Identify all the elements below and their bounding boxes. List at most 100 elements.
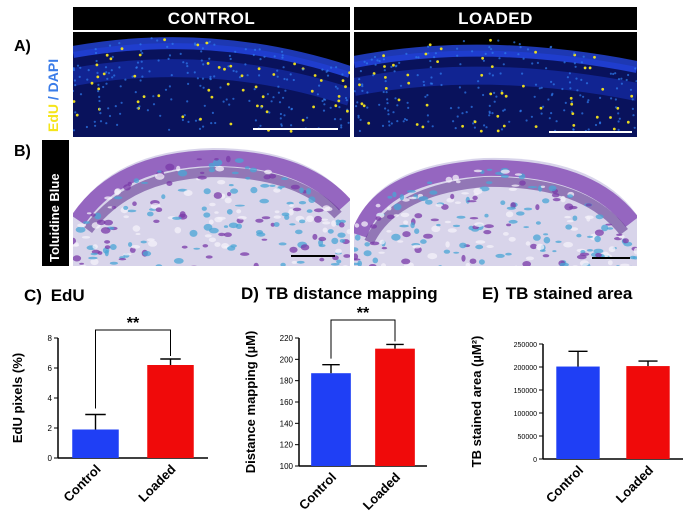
tissue-cell [109,244,117,250]
dapi-nucleus [534,83,538,86]
row-a-stain-label: EdU / DAPI [45,59,61,132]
chart-e-panel-label: E) [482,284,499,303]
x-tick-label: Loaded [360,469,403,512]
bracket-line [95,329,171,409]
tissue-cell [205,255,213,259]
significance-bracket: ** [95,315,171,409]
edu-nucleus [142,95,146,98]
dapi-nucleus [290,108,293,111]
edu-nucleus [384,87,388,90]
tissue-cell [622,238,629,244]
tissue-cell [503,232,509,236]
tissue-cell [436,223,441,227]
edu-nucleus [502,124,506,128]
dapi-nucleus [270,100,273,103]
dapi-nucleus [98,95,101,98]
dapi-nucleus [405,118,408,122]
tb-control-image [73,148,350,266]
tissue-cell [90,252,98,256]
edu-nucleus [289,129,293,133]
dapi-nucleus [185,62,188,65]
dapi-nucleus [392,111,395,114]
dapi-nucleus [581,112,584,115]
tissue-cell [260,183,270,188]
tissue-cell [500,169,510,174]
dapi-nucleus [617,78,621,81]
tissue-cell [322,205,331,211]
row-b-stain-label: Toluidine Blue [47,173,62,262]
dapi-nucleus [550,94,553,97]
dapi-nucleus [617,120,620,123]
dapi-nucleus [356,101,359,104]
tissue-cell [530,243,538,250]
tissue-cell [114,188,122,195]
dapi-nucleus [136,107,139,110]
dapi-nucleus [106,77,109,80]
dapi-nucleus [113,74,116,77]
dapi-nucleus [228,54,231,57]
dapi-nucleus [186,100,189,103]
dapi-nucleus [306,116,309,119]
dapi-nucleus [426,114,429,117]
dapi-nucleus [279,112,282,116]
dapi-nucleus [209,75,212,78]
dapi-nucleus [549,46,552,49]
dapi-nucleus [388,120,391,123]
dapi-nucleus [427,120,430,123]
dapi-nucleus [574,65,577,68]
dapi-nucleus [284,89,287,92]
y-tick-label: 100 [280,462,294,471]
tissue-cell [202,244,209,248]
dapi-nucleus [361,89,364,92]
tb-control-texture [73,155,350,266]
dapi-nucleus [96,71,99,74]
edu-nucleus [570,102,574,106]
tissue-cell [339,222,345,228]
tissue-cell [459,242,467,249]
tissue-cell [616,233,623,236]
dapi-nucleus [168,54,172,57]
tissue-cell [261,238,268,241]
tissue-cell [292,207,302,212]
tissue-cell [454,201,461,204]
x-tick-label: Control [296,470,339,513]
edu-nucleus [240,74,244,78]
edu-nucleus [504,94,508,98]
tissue-cell [231,171,239,175]
tissue-cell [566,220,574,223]
dapi-nucleus [283,77,286,81]
tissue-cell [564,215,571,219]
tissue-cell [363,250,372,257]
bar-control [72,429,119,458]
dapi-nucleus [582,95,585,98]
tissue-cell [484,213,489,218]
dapi-nucleus [277,91,280,94]
dapi-nucleus [168,85,171,88]
tissue-cell [540,185,546,188]
tissue-cell [511,184,520,187]
dapi-nucleus [326,74,330,77]
tissue-cell [236,209,242,214]
dapi-nucleus [200,59,203,62]
dapi-nucleus [498,57,501,60]
dapi-nucleus [503,108,506,111]
edu-nucleus [199,117,202,121]
dapi-nucleus [336,87,339,90]
edu-nucleus [105,53,109,57]
tissue-cell [456,180,461,184]
dapi-nucleus [488,114,491,117]
tissue-cell [441,204,449,210]
edu-nucleus [425,103,429,107]
dapi-nucleus [555,120,558,123]
tissue-cell [148,240,158,247]
tissue-cell [255,218,264,223]
tissue-cell [445,241,450,248]
dapi-nucleus [229,57,232,61]
dapi-nucleus [124,78,127,81]
tissue-cell [414,228,420,234]
dapi-nucleus [187,120,190,123]
tissue-cell [414,213,423,219]
tissue-cell [500,174,509,178]
dapi-nucleus [344,96,348,100]
tissue-cell [330,263,340,266]
